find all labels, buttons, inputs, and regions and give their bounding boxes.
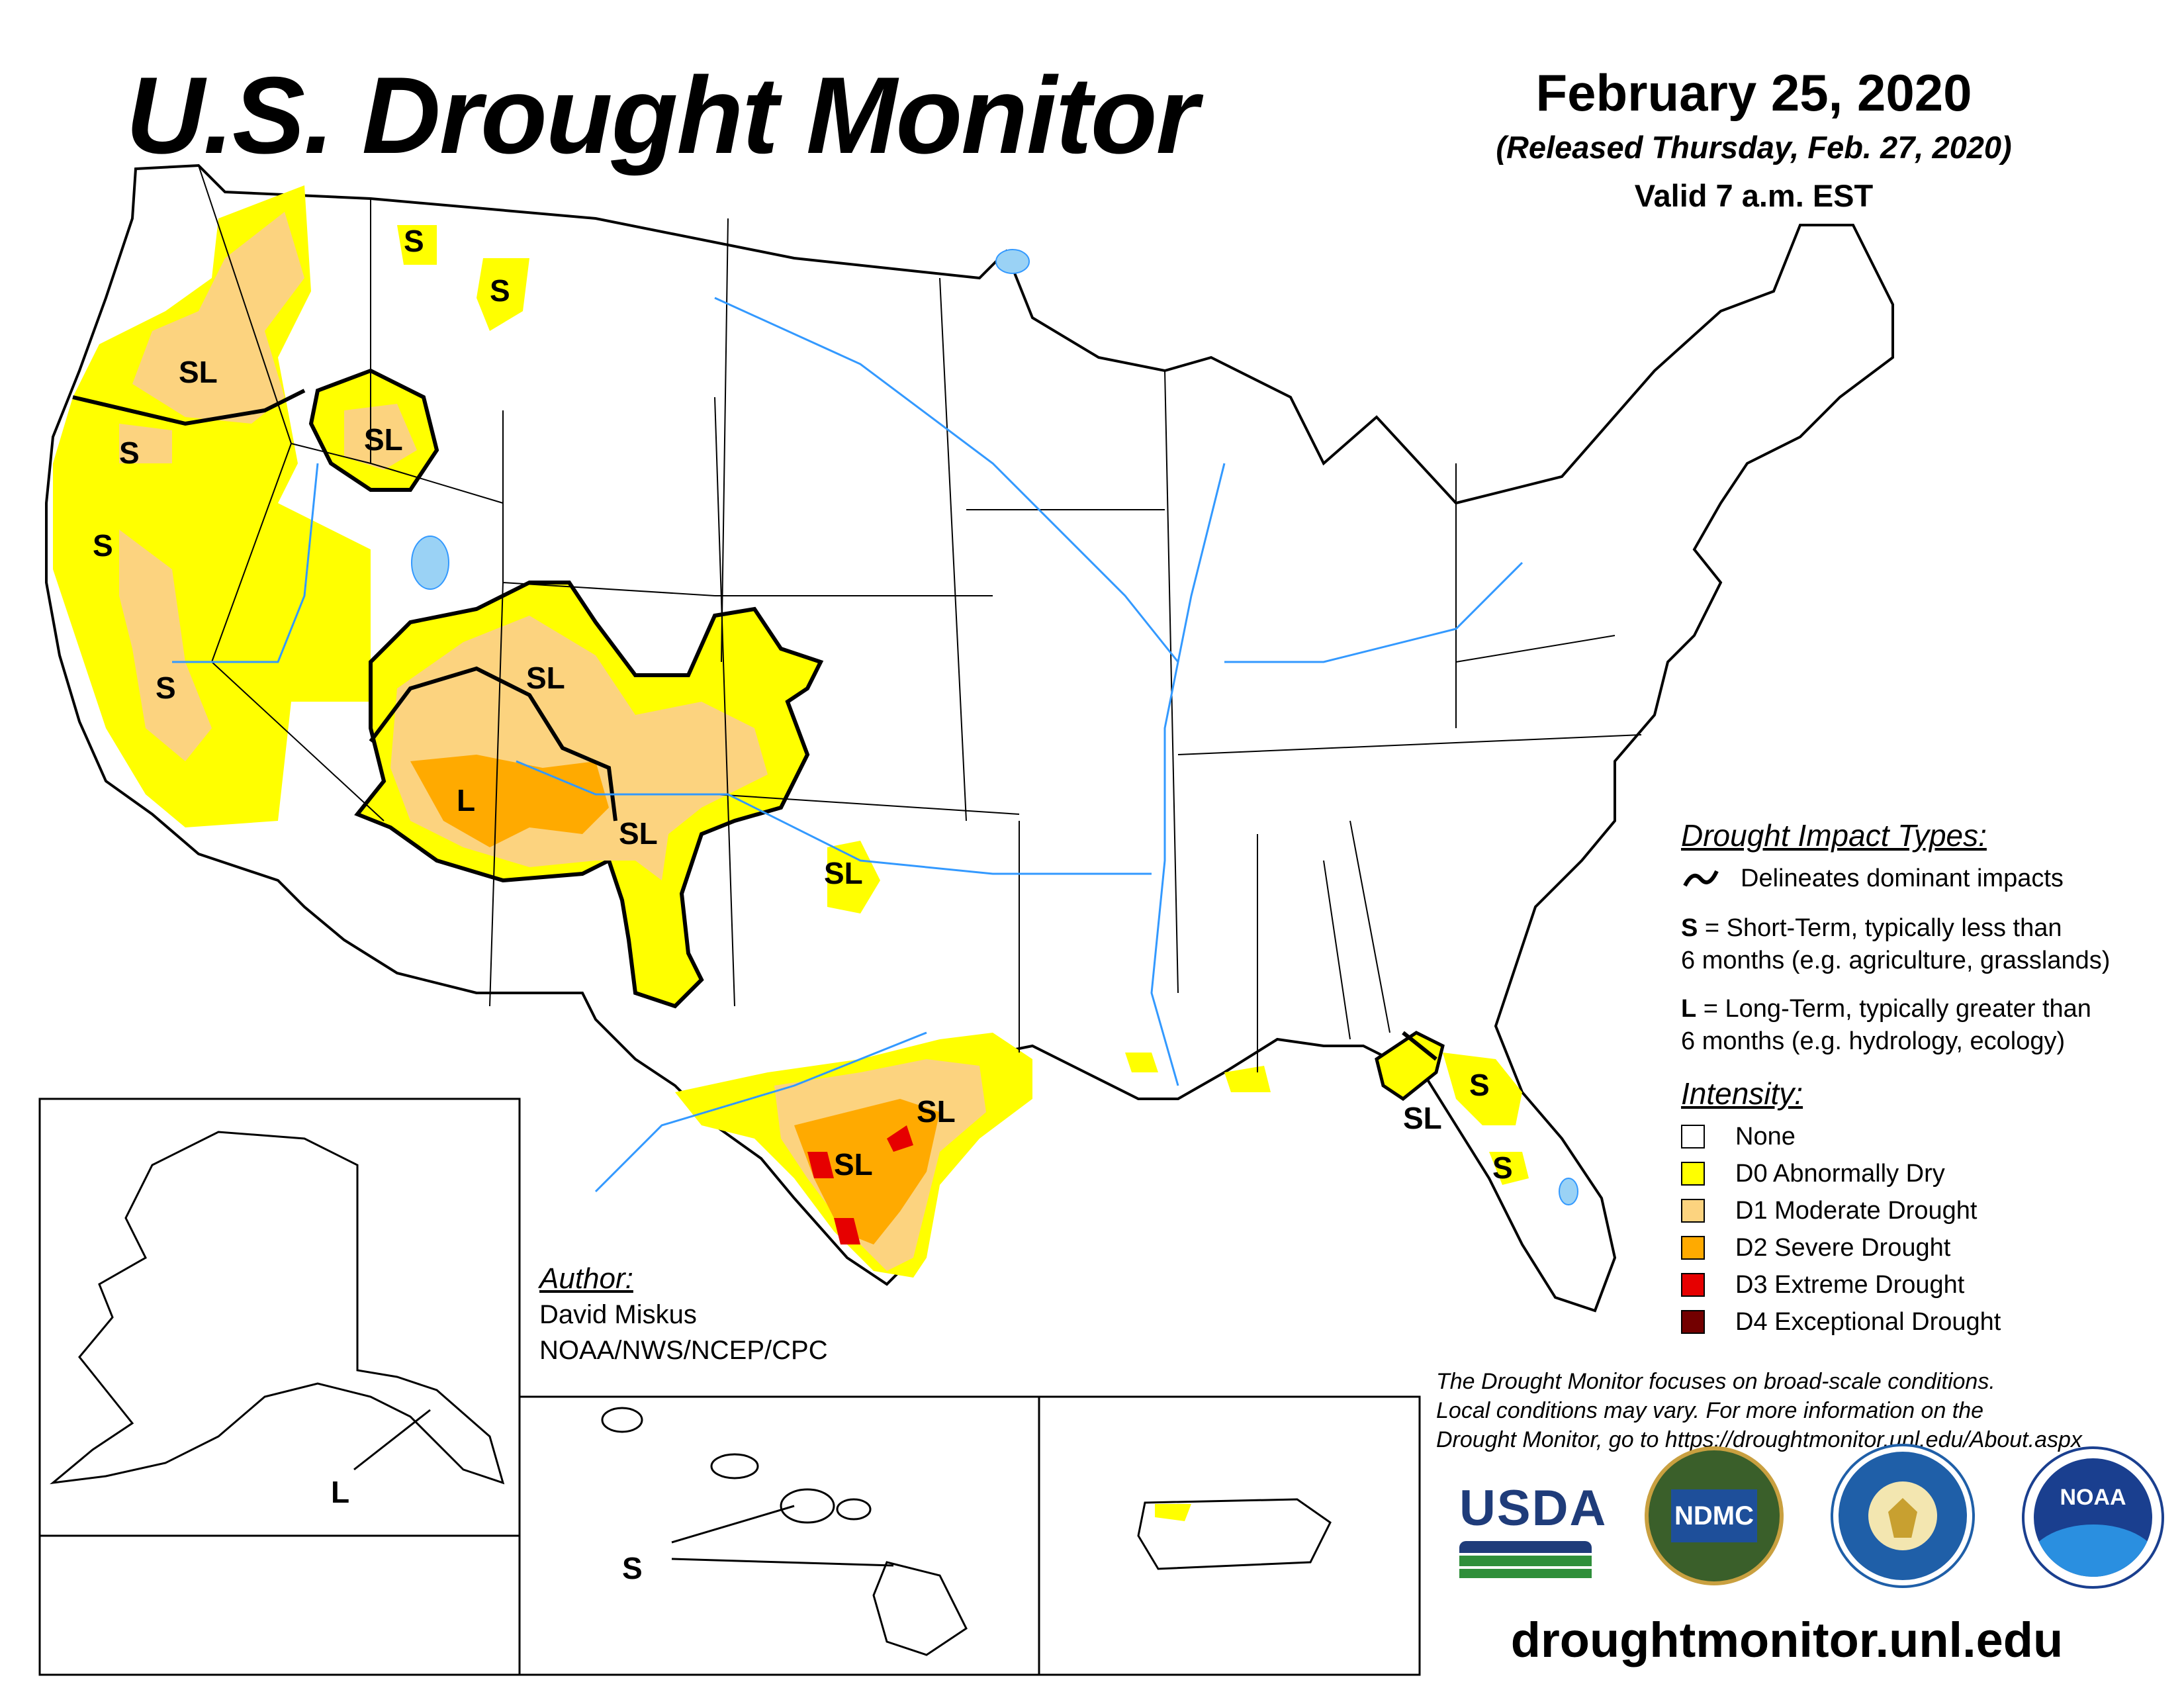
impact-heading: Drought Impact Types:: [1681, 818, 1987, 853]
intensity-item: D2 Severe Drought: [1681, 1229, 2184, 1266]
label-s-oregon: S: [119, 436, 140, 470]
label-l-utah: L: [457, 783, 475, 818]
hawaii-inset: [518, 1395, 1040, 1676]
delineates-text: Delineates dominant impacts: [1741, 865, 2064, 892]
delineate-symbol-icon: [1683, 870, 1719, 886]
impact-legend: Drought Impact Types: Delineates dominan…: [1681, 818, 2184, 1058]
noaa-logo-text: NOAA: [2060, 1485, 2126, 1510]
lakes: [411, 249, 1578, 1205]
intensity-item: None: [1681, 1118, 2184, 1155]
intensity-label: D3 Extreme Drought: [1735, 1270, 1965, 1299]
intensity-item: D0 Abnormally Dry: [1681, 1155, 2184, 1192]
hawaii-islands: [601, 1407, 968, 1656]
intensity-heading: Intensity:: [1681, 1076, 1803, 1111]
commerce-logo: [1833, 1446, 1972, 1585]
intensity-label: D1 Moderate Drought: [1735, 1196, 1978, 1225]
note-line2: Local conditions may vary. For more info…: [1436, 1398, 1984, 1423]
label-sl-oklahoma: SL: [824, 856, 863, 890]
valid-time: Valid 7 a.m. EST: [1634, 178, 1874, 213]
label-sl-texas-2: SL: [834, 1147, 873, 1182]
label-sl-texas-1: SL: [917, 1094, 956, 1129]
author-name: David Miskus: [539, 1300, 697, 1329]
note-line1: The Drought Monitor focuses on broad-sca…: [1436, 1369, 1995, 1394]
author-heading: Author:: [539, 1262, 633, 1295]
impact-lines: [72, 389, 1437, 1061]
state-borders: [198, 165, 1642, 1072]
conus-outline: [45, 164, 1894, 1313]
usda-logo: USDA: [1459, 1479, 1608, 1579]
intensity-item: D4 Exceptional Drought: [1681, 1303, 2184, 1340]
ndmc-logo-text: NDMC: [1671, 1489, 1757, 1542]
intensity-label: D0 Abnormally Dry: [1735, 1159, 1945, 1188]
usda-logo-text: USDA: [1459, 1480, 1608, 1536]
short-term-line1: = Short-Term, typically less than: [1704, 914, 2062, 942]
label-s-florida-1: S: [1469, 1068, 1490, 1102]
short-term-key: S: [1681, 914, 1698, 942]
label-sl-oregon: SL: [179, 355, 218, 389]
alaska-outline: [50, 1131, 505, 1485]
short-term-line2: 6 months (e.g. agriculture, grasslands): [1681, 947, 2111, 974]
ndmc-logo: NDMC: [1645, 1446, 1784, 1585]
intensity-swatch: [1681, 1236, 1705, 1260]
note-line3: Drought Monitor, go to https://droughtmo…: [1436, 1427, 2082, 1452]
intensity-label: D2 Severe Drought: [1735, 1233, 1951, 1262]
footer-url[interactable]: droughtmonitor.unl.edu: [1510, 1613, 2064, 1667]
label-sl-florida: SL: [1403, 1101, 1442, 1135]
label-s-florida-2: S: [1492, 1150, 1513, 1185]
drought-areas: [53, 185, 1529, 1519]
intensity-label: None: [1735, 1122, 1796, 1150]
label-sl-colorado: SL: [526, 661, 565, 695]
release-date: (Released Thursday, Feb. 27, 2020): [1496, 130, 2012, 165]
intensity-swatch: [1681, 1310, 1705, 1334]
intensity-swatch: [1681, 1199, 1705, 1223]
intensity-item: D3 Extreme Drought: [1681, 1266, 2184, 1303]
intensity-legend: Intensity: None D0 Abnormally Dry D1 Moder…: [1681, 1076, 2184, 1340]
intensity-swatch: [1681, 1273, 1705, 1297]
disclaimer-note: The Drought Monitor focuses on broad-sca…: [1436, 1367, 2171, 1454]
rivers: [172, 297, 1524, 1193]
intensity-swatch: [1681, 1125, 1705, 1149]
label-l-alaska: L: [331, 1475, 349, 1509]
author-org: NOAA/NWS/NCEP/CPC: [539, 1336, 828, 1365]
long-term-line2: 6 months (e.g. hydrology, ecology): [1681, 1027, 2066, 1055]
map-title: U.S. Drought Monitor: [126, 54, 1199, 176]
label-s-montana-1: S: [404, 224, 424, 258]
label-sl-new-mexico: SL: [619, 816, 658, 851]
noaa-logo: NOAA: [2022, 1446, 2164, 1589]
long-term-key: L: [1681, 995, 1697, 1023]
intensity-swatch: [1681, 1162, 1705, 1186]
label-s-california-1: S: [93, 528, 113, 563]
label-s-hawaii: S: [622, 1551, 643, 1585]
author-block: Author: David Miskus NOAA/NWS/NCEP/CPC: [539, 1261, 828, 1368]
intensity-label: D4 Exceptional Drought: [1735, 1307, 2001, 1336]
label-s-montana-2: S: [490, 273, 510, 308]
map-date: February 25, 2020: [1535, 64, 1972, 122]
label-s-california-2: S: [156, 671, 176, 705]
label-sl-idaho: SL: [364, 422, 403, 457]
long-term-line1: = Long-Term, typically greater than: [1703, 995, 2091, 1023]
intensity-item: D1 Moderate Drought: [1681, 1192, 2184, 1229]
